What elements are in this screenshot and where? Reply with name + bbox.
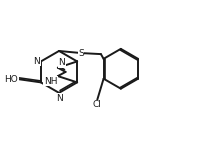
- Text: N: N: [34, 57, 40, 66]
- Text: S: S: [78, 49, 84, 58]
- Text: HO: HO: [4, 75, 18, 84]
- Text: N: N: [56, 94, 62, 103]
- Text: NH: NH: [44, 77, 57, 86]
- Text: Cl: Cl: [93, 100, 102, 109]
- Text: N: N: [59, 58, 65, 67]
